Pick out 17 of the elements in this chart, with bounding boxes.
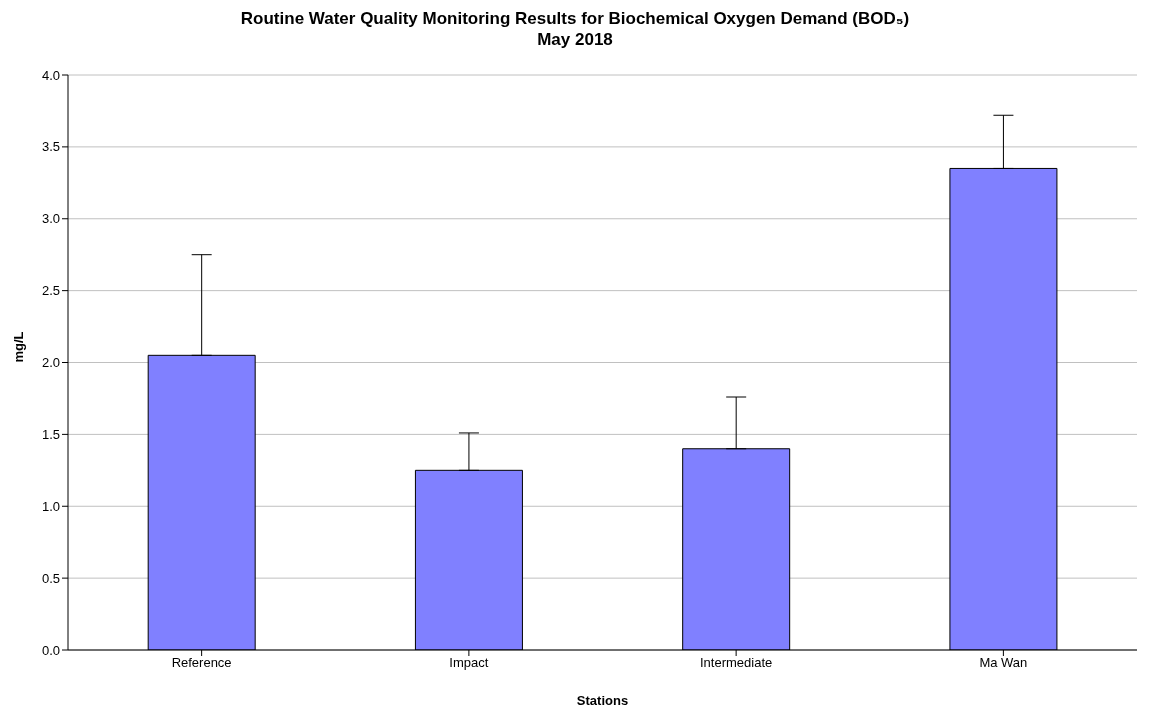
chart-title: Routine Water Quality Monitoring Results for Biochemical Oxygen Demand (BOD₅) bbox=[239, 8, 911, 29]
y-tick-label: 1.5 bbox=[41, 426, 60, 442]
x-axis-title: Stations bbox=[576, 693, 629, 708]
y-tick-label: 2.0 bbox=[41, 355, 60, 371]
y-tick-label: 3.5 bbox=[41, 139, 60, 155]
y-tick-label: 3.0 bbox=[41, 211, 60, 227]
y-tick-label: 0.0 bbox=[41, 642, 60, 658]
y-tick-label: 4.0 bbox=[41, 67, 60, 83]
x-tick-label: Impact bbox=[449, 655, 489, 671]
y-tick-label: 0.5 bbox=[41, 570, 60, 586]
y-tick-label: 2.5 bbox=[41, 283, 60, 299]
y-tick-label: 1.0 bbox=[41, 498, 60, 514]
x-tick-label: Reference bbox=[171, 655, 232, 671]
x-tick-label: Ma Wan bbox=[979, 655, 1028, 671]
y-axis-title: mg/L bbox=[10, 331, 26, 363]
chart-subtitle: May 2018 bbox=[536, 29, 614, 50]
x-tick-label: Intermediate bbox=[699, 655, 773, 671]
